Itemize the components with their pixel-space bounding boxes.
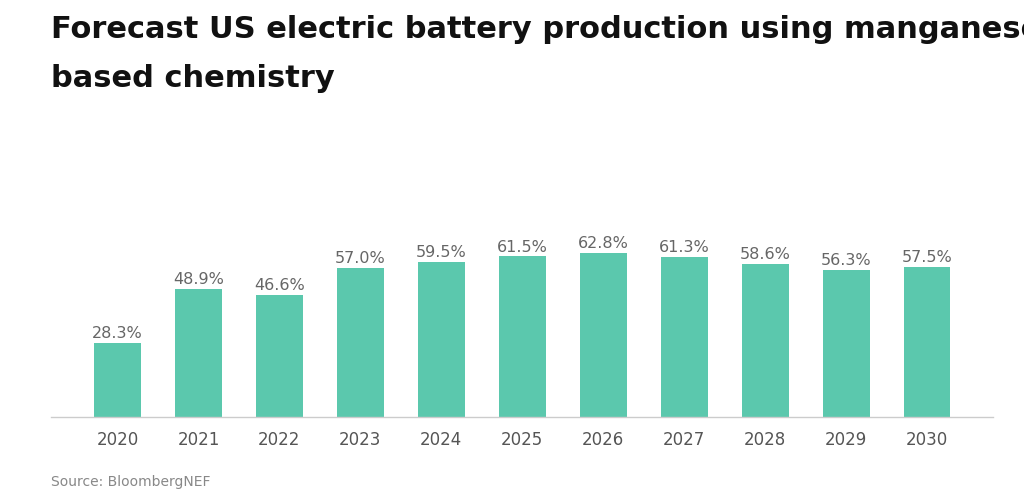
Text: 61.3%: 61.3%	[658, 240, 710, 255]
Text: 56.3%: 56.3%	[820, 253, 871, 268]
Text: based chemistry: based chemistry	[51, 64, 335, 93]
Bar	[822, 270, 869, 417]
Bar	[418, 262, 465, 417]
Text: Forecast US electric battery production using manganese: Forecast US electric battery production …	[51, 15, 1024, 44]
Text: 59.5%: 59.5%	[416, 245, 467, 260]
Bar	[580, 253, 627, 417]
Bar	[660, 257, 708, 417]
Bar	[94, 343, 141, 417]
Text: 48.9%: 48.9%	[173, 272, 224, 288]
Bar	[256, 295, 303, 417]
Bar	[337, 268, 384, 417]
Text: 61.5%: 61.5%	[497, 240, 548, 254]
Bar	[741, 264, 788, 417]
Text: 57.0%: 57.0%	[335, 251, 386, 266]
Text: 28.3%: 28.3%	[92, 326, 143, 341]
Text: 57.5%: 57.5%	[901, 250, 952, 265]
Text: 62.8%: 62.8%	[578, 236, 629, 251]
Bar	[903, 267, 950, 417]
Text: 58.6%: 58.6%	[739, 247, 791, 262]
Bar	[499, 256, 546, 417]
Bar	[175, 289, 222, 417]
Text: 46.6%: 46.6%	[254, 278, 305, 294]
Text: Source: BloombergNEF: Source: BloombergNEF	[51, 475, 211, 489]
